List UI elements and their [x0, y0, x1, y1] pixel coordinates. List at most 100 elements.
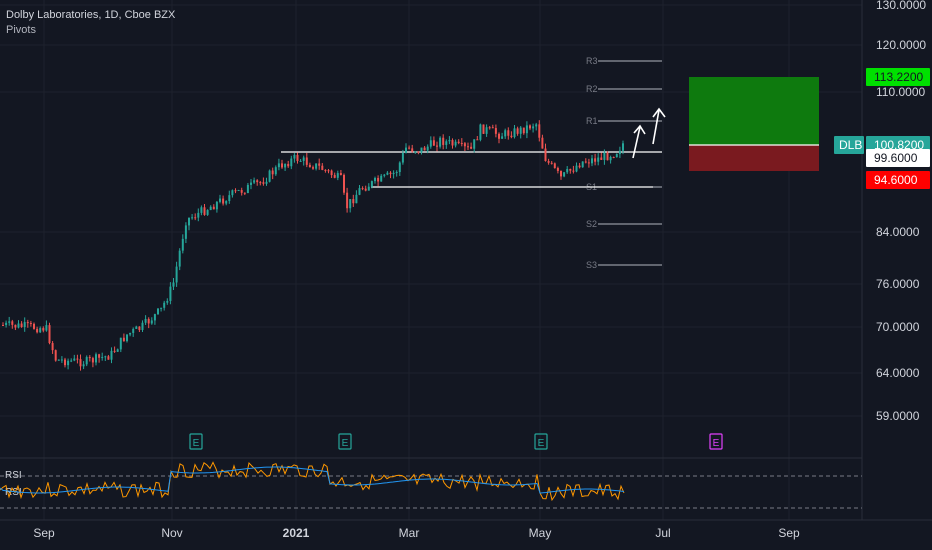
long-position-tool[interactable]: [689, 77, 819, 171]
candle-body: [36, 328, 39, 333]
candle-body: [256, 180, 259, 183]
candle-body: [11, 321, 14, 325]
candle-body: [374, 177, 376, 182]
earnings-icon: [338, 433, 352, 450]
candle-body: [277, 163, 280, 168]
pivot-label: R1: [586, 116, 598, 126]
candle-body: [398, 162, 401, 173]
candle-body: [82, 364, 85, 367]
candle-body: [45, 325, 48, 331]
pivot-label: S2: [586, 219, 597, 229]
candle-body: [215, 201, 218, 210]
earnings-label: E: [713, 438, 720, 449]
time-axis-label: 2021: [283, 526, 310, 540]
candle-body: [76, 358, 79, 360]
candle-body: [265, 181, 268, 184]
candle-body: [575, 165, 578, 172]
candle-body: [429, 140, 432, 147]
time-axis-label: Sep: [778, 526, 800, 540]
rsi-line: [0, 461, 625, 502]
candlestick-series: [2, 120, 624, 371]
candle-body: [532, 126, 535, 129]
candle-body: [501, 136, 504, 139]
candle-body: [504, 130, 507, 137]
candle-body: [91, 358, 94, 363]
price-tag-label: 94.6000: [874, 173, 918, 187]
candle-body: [535, 124, 538, 127]
candle-body: [346, 192, 349, 209]
candle-body: [290, 158, 293, 167]
support-resistance-lines[interactable]: [281, 151, 662, 188]
candle-body: [119, 337, 122, 350]
chart-grid: [0, 0, 862, 520]
candle-body: [206, 210, 209, 215]
candle-body: [553, 163, 556, 168]
candle-body: [448, 140, 451, 142]
arrow-drawings[interactable]: [632, 107, 666, 159]
candle-body: [463, 143, 466, 147]
candle-body: [54, 350, 57, 361]
rsi-label: RSI: [5, 470, 22, 481]
candle-body: [296, 154, 299, 162]
candle-body: [281, 163, 283, 168]
candle-body: [333, 175, 336, 178]
candle-body: [262, 182, 265, 184]
candle-body: [408, 147, 411, 149]
time-axis-label: May: [529, 526, 552, 540]
candle-body: [405, 147, 407, 153]
loss-zone: [689, 145, 819, 171]
time-axis[interactable]: Sep Nov 2021 Mar May Jul Sep: [33, 526, 800, 540]
candle-body: [566, 168, 569, 173]
candle-body: [432, 140, 435, 146]
candle-body: [144, 318, 147, 323]
candle-body: [591, 158, 593, 164]
chart-header: Dolby Laboratories, 1D, Cboe BZX Pivots: [6, 8, 175, 38]
candle-body: [312, 167, 314, 169]
earnings-label: E: [193, 438, 200, 449]
price-tag: [866, 149, 930, 167]
candle-body: [401, 152, 404, 163]
candle-body: [160, 307, 163, 309]
candle-body: [98, 354, 101, 358]
candle-body: [615, 154, 618, 158]
candle-body: [622, 143, 624, 151]
earnings-icon: [189, 433, 203, 450]
candle-body: [169, 286, 172, 301]
candle-body: [436, 145, 438, 147]
candle-body: [525, 125, 528, 134]
candle-body: [79, 359, 82, 367]
candle-body: [321, 165, 324, 170]
candle-body: [122, 337, 125, 342]
candle-body: [104, 356, 107, 358]
candle-body: [107, 356, 110, 360]
candle-body: [414, 151, 417, 153]
candle-body: [603, 152, 606, 160]
candle-body: [377, 177, 380, 182]
price-axis-label: 59.0000: [876, 409, 920, 423]
candle-body: [222, 198, 225, 204]
candle-body: [70, 360, 73, 362]
candle-body: [259, 182, 262, 184]
candle-body: [361, 188, 364, 190]
candle-body: [349, 199, 352, 209]
time-axis-label: Sep: [33, 526, 55, 540]
candle-body: [485, 127, 488, 134]
candle-body: [237, 190, 240, 192]
price-tag-label: 113.2200: [874, 70, 923, 84]
candle-body: [129, 332, 132, 335]
candle-body: [569, 168, 572, 171]
candle-body: [2, 325, 4, 326]
candle-body: [423, 147, 426, 151]
candle-body: [132, 328, 135, 333]
candle-body: [67, 360, 70, 366]
candle-body: [491, 127, 494, 129]
pivot-label: S3: [586, 260, 597, 270]
candle-body: [209, 206, 212, 211]
candle-body: [516, 128, 519, 134]
candle-body: [268, 170, 271, 182]
candle-body: [250, 182, 252, 185]
candle-body: [274, 167, 277, 175]
price-axis[interactable]: 130.0000 120.0000 110.0000 84.0000 76.0000 70…: [876, 0, 926, 423]
